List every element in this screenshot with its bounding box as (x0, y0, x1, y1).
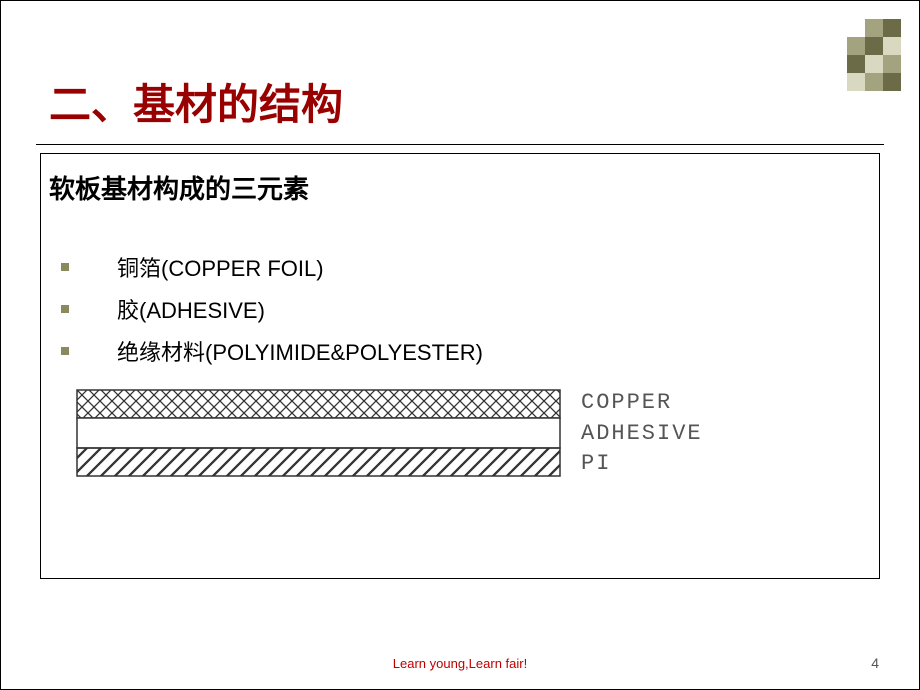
bullet-icon (61, 305, 69, 313)
list-item-text: 胶(ADHESIVE) (117, 293, 265, 325)
grid-cell (847, 37, 865, 55)
diagram-layers: COPPER ADHESIVE PI (76, 389, 866, 481)
grid-cell (883, 55, 901, 73)
grid-cell (883, 19, 901, 37)
grid-cell (847, 55, 865, 73)
bullet-list: 铜箔(COPPER FOIL) 胶(ADHESIVE) 绝缘材料(POLYIMI… (61, 251, 483, 377)
layers-svg (76, 389, 561, 481)
list-item-text: 绝缘材料(POLYIMIDE&POLYESTER) (117, 335, 483, 367)
grid-cell (865, 55, 883, 73)
adhesive-layer (77, 418, 560, 448)
grid-cell (865, 19, 883, 37)
list-item: 铜箔(COPPER FOIL) (61, 251, 483, 283)
grid-cell (865, 73, 883, 91)
footer-text: Learn young,Learn fair! (393, 656, 527, 671)
bullet-icon (61, 263, 69, 271)
list-item: 绝缘材料(POLYIMIDE&POLYESTER) (61, 335, 483, 367)
layer-label-adhesive: ADHESIVE (581, 420, 703, 449)
copper-layer (77, 390, 560, 418)
diagram-labels: COPPER ADHESIVE PI (581, 389, 703, 479)
pi-layer (77, 448, 560, 476)
layer-diagram: COPPER ADHESIVE PI (76, 389, 866, 481)
subtitle: 软板基材构成的三元素 (49, 169, 309, 206)
bullet-icon (61, 347, 69, 355)
grid-cell (865, 37, 883, 55)
list-item: 胶(ADHESIVE) (61, 293, 483, 325)
slide-title: 二、基材的结构 (49, 71, 343, 132)
grid-cell (847, 19, 865, 37)
grid-cell (883, 73, 901, 91)
slide-container: 二、基材的结构 软板基材构成的三元素 铜箔(COPPER FOIL) 胶(ADH… (0, 0, 920, 690)
grid-cell (847, 73, 865, 91)
decorative-grid (847, 19, 901, 91)
title-underline (36, 144, 884, 145)
page-number: 4 (871, 655, 879, 671)
grid-cell (883, 37, 901, 55)
layer-label-copper: COPPER (581, 389, 703, 418)
layer-label-pi: PI (581, 450, 703, 479)
list-item-text: 铜箔(COPPER FOIL) (117, 251, 324, 283)
